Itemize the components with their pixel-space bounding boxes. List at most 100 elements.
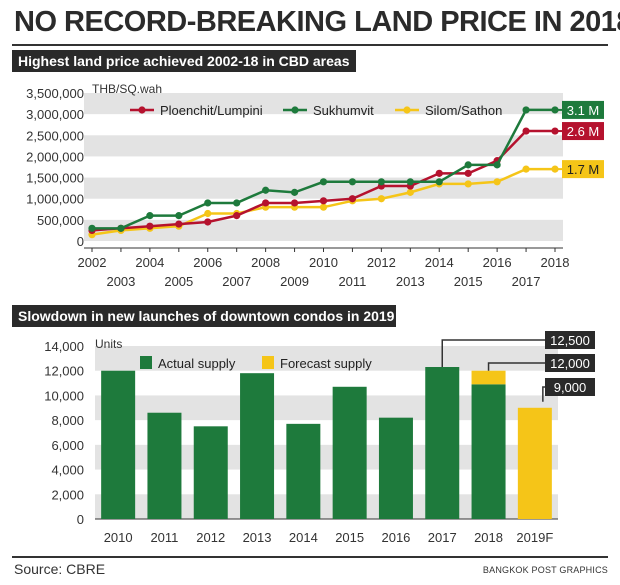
headline: NO RECORD-BREAKING LAND PRICE IN 2018 [14,6,620,38]
bar-forecast [471,370,506,385]
x-tick-label: 2016 [381,530,410,545]
bar-actual [193,426,228,519]
data-point [464,169,472,177]
data-point [522,106,530,114]
data-point [319,197,328,205]
headline-rule [12,44,608,46]
legend-label: Silom/Sathon [425,103,502,118]
x-tick-label: 2014 [425,255,454,270]
y-tick-label: 12,000 [44,364,84,379]
callout-box [545,331,595,349]
callout-label: 12,500 [550,333,590,348]
x-tick-label: 2008 [251,255,280,270]
condo-supply-bar-chart: 0 2,000 4,000 6,000 8,000 10,000 12,000 14,000 U… [44,331,595,545]
data-point [522,127,530,135]
legend-label: Ploenchit/Lumpini [160,103,263,118]
bar-actual [286,423,321,519]
x-tick-label: 2011 [150,530,178,545]
y-tick-label: 3,500,000 [26,86,84,101]
data-point [262,186,270,194]
callout-leader [487,362,545,371]
y-tick-label: 2,000,000 [26,149,84,164]
legend-marker [403,106,411,114]
x-tick-label: 2004 [135,255,164,270]
y-tick-label: 0 [77,234,84,249]
data-point [377,178,385,186]
x-tick-label: 2010 [309,255,338,270]
x-tick-label: 2010 [104,530,133,545]
end-label-box [562,100,604,119]
callout-leader [542,386,545,402]
x-tick-label: 2005 [164,274,193,289]
legend-label: Forecast supply [280,356,372,371]
data-point [146,212,154,220]
land-price-line-chart: 0 500,000 1,000,000 1,500,000 2,000,000 2,500… [26,82,604,289]
data-point [551,127,559,135]
y-tick-label: 6,000 [51,438,84,453]
x-tick-label: 2011 [338,274,366,289]
bar-actual [332,386,367,519]
x-tick-label: 2003 [106,274,135,289]
end-label: 1.7 M [567,162,600,177]
x-tick-label: 2018 [541,255,570,270]
y-tick-label: 8,000 [51,413,84,428]
y-tick-label: 0 [77,512,84,527]
data-point [493,178,501,186]
bar-actual [240,373,275,519]
data-point [117,224,125,232]
x-tick-label: 2007 [222,274,251,289]
x-tick-label: 2009 [280,274,309,289]
data-point [233,199,241,207]
x-tick-label: 2015 [335,530,364,545]
data-point [290,199,299,207]
legend-swatch [262,356,274,369]
y-tick-label: 2,500,000 [26,128,84,143]
callout-label: 9,000 [554,380,587,395]
data-point [435,178,443,186]
legend-marker [138,106,146,114]
data-point [204,209,212,218]
x-tick-label: 2017 [428,530,457,545]
source-note: Source: CBRE [14,561,106,577]
y-tick-label: 500,000 [37,213,84,228]
x-tick-label: 2017 [512,274,541,289]
data-point [262,199,270,207]
data-point [435,169,443,177]
grid-band [84,135,563,157]
condo-supply-title: Slowdown in new launches of downtown con… [12,305,396,327]
end-label-box [562,160,604,179]
end-label: 2.6 M [567,124,600,139]
x-tick-label: 2012 [196,530,225,545]
x-tick-label: 2012 [367,255,396,270]
data-point [146,222,154,230]
y-tick-label: 10,000 [44,388,84,403]
y-tick-label: 1,000,000 [26,192,84,207]
bar-actual [425,367,460,519]
x-tick-label: 2013 [396,274,425,289]
y-axis-label: Units [95,337,122,351]
data-point [464,180,472,188]
land-price-title: Highest land price achieved 2002-18 in C… [12,50,356,72]
bar-actual [378,417,413,519]
y-tick-label: 4,000 [51,463,84,478]
y-tick-label: 3,000,000 [26,107,84,122]
data-point [406,178,414,186]
grid-band [84,219,563,241]
legend-label: Sukhumvit [313,103,374,118]
data-point [204,199,212,207]
grid-band [95,346,558,371]
data-point [233,212,241,220]
x-tick-label: 2018 [474,530,503,545]
x-tick-label: 2014 [289,530,318,545]
legend-swatch [140,356,152,369]
y-tick-label: 2,000 [51,487,84,502]
bar-forecast [517,407,552,519]
legend-marker [291,106,299,114]
x-tick-label: 2015 [454,274,483,289]
data-point [88,224,96,232]
end-label-box [562,122,604,141]
bar-actual [101,370,136,519]
data-point [377,195,385,203]
x-tick-label: 2006 [193,255,222,270]
x-tick-label: 2016 [483,255,512,270]
